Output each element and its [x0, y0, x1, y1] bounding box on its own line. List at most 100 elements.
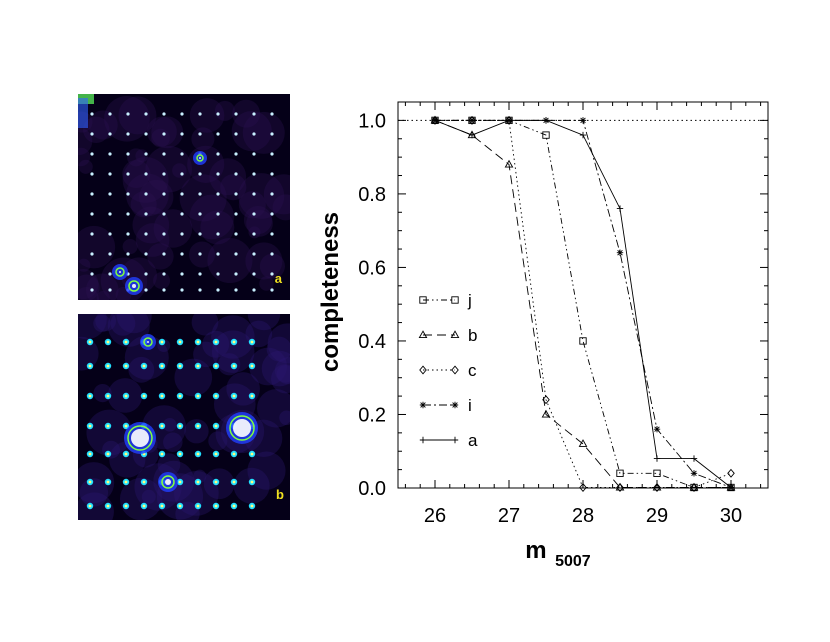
background-noise	[263, 174, 290, 215]
injected-source	[198, 192, 202, 196]
injected-source	[216, 232, 220, 236]
injected-source-core	[106, 452, 110, 456]
injected-source	[90, 232, 94, 236]
background-noise	[238, 191, 266, 219]
injected-source	[108, 212, 112, 216]
injected-source-core	[124, 480, 128, 484]
injected-source-core	[88, 394, 92, 398]
injected-source-core	[214, 452, 218, 456]
injected-source	[108, 232, 112, 236]
background-noise	[128, 356, 155, 383]
data-point-diamond	[431, 115, 439, 125]
background-noise	[153, 272, 171, 290]
injected-source-core	[88, 480, 92, 484]
background-noise	[78, 159, 93, 174]
injected-source-core	[88, 424, 92, 428]
series-line-b	[434, 119, 731, 488]
bright-source	[196, 154, 204, 162]
background-noise	[209, 158, 247, 196]
data-point-diamond	[451, 365, 459, 375]
injected-source	[180, 172, 184, 176]
data-point-triangle	[541, 409, 551, 418]
legend-item-j: j	[419, 291, 472, 310]
injected-source-core	[250, 504, 254, 508]
injected-source-core	[196, 452, 200, 456]
injected-source	[270, 192, 274, 196]
injected-source	[198, 172, 202, 176]
background-noise	[130, 191, 157, 218]
injected-source-core	[106, 340, 110, 344]
injected-source	[144, 212, 148, 216]
injected-source	[90, 252, 94, 256]
legend-item-c: c	[419, 361, 477, 380]
injected-source	[252, 288, 256, 292]
injected-source-core	[106, 364, 110, 368]
data-point-asterisk	[616, 249, 624, 256]
injected-source-core	[214, 424, 218, 428]
injected-source-core	[106, 394, 110, 398]
background-noise	[93, 314, 111, 333]
background-noise	[279, 410, 290, 426]
injected-source-core	[124, 394, 128, 398]
injected-source	[180, 192, 184, 196]
injected-source-core	[106, 480, 110, 484]
x-axis-label: m	[525, 537, 546, 564]
injected-source-core	[250, 480, 254, 484]
injected-source-core	[160, 364, 164, 368]
background-noise	[189, 241, 216, 268]
injected-source	[162, 192, 166, 196]
background-noise	[189, 194, 235, 240]
injected-source-core	[250, 452, 254, 456]
injected-source	[180, 112, 184, 116]
injected-source	[90, 172, 94, 176]
background-noise	[78, 258, 91, 272]
background-noise	[153, 209, 193, 248]
injected-source	[252, 112, 256, 116]
background-noise	[179, 174, 227, 222]
injected-source	[270, 212, 274, 216]
injected-source-core	[106, 424, 110, 428]
injected-source-core	[160, 394, 164, 398]
injected-source-core	[196, 480, 200, 484]
background-noise	[116, 314, 152, 334]
injected-source-core	[124, 340, 128, 344]
background-noise	[151, 116, 184, 149]
background-noise	[139, 179, 174, 215]
background-noise	[259, 276, 274, 291]
injected-source-core	[232, 452, 236, 456]
injected-source-core	[160, 424, 164, 428]
background-noise	[217, 353, 241, 376]
injected-source	[126, 232, 130, 236]
background-noise	[118, 96, 157, 135]
injected-source-core	[124, 504, 128, 508]
background-noise	[79, 478, 109, 507]
background-noise	[242, 111, 285, 154]
background-noise	[247, 451, 286, 490]
data-point-diamond	[468, 115, 476, 125]
injected-source-core	[88, 452, 92, 456]
injected-source-core	[232, 480, 236, 484]
injected-source	[198, 272, 202, 276]
background-noise	[184, 419, 209, 444]
injected-source-core	[142, 364, 146, 368]
injected-source-core	[196, 504, 200, 508]
injected-source-core	[142, 480, 146, 484]
bright-source-core	[147, 341, 149, 343]
data-point-square	[542, 131, 550, 139]
injected-source-core	[250, 364, 254, 368]
background-noise	[95, 314, 117, 332]
injected-source-core	[178, 364, 182, 368]
background-noise	[122, 159, 151, 189]
injected-source	[234, 152, 238, 156]
injected-source-core	[196, 394, 200, 398]
injected-source	[198, 212, 202, 216]
data-point-triangle	[450, 330, 460, 339]
injected-source	[234, 272, 238, 276]
injected-source	[162, 252, 166, 256]
y-tick-label: 0.0	[358, 478, 386, 500]
injected-source-core	[232, 394, 236, 398]
injected-source	[216, 132, 220, 136]
legend-item-b: b	[418, 326, 477, 345]
panel-b-label: b	[276, 487, 284, 502]
injected-source-core	[106, 504, 110, 508]
